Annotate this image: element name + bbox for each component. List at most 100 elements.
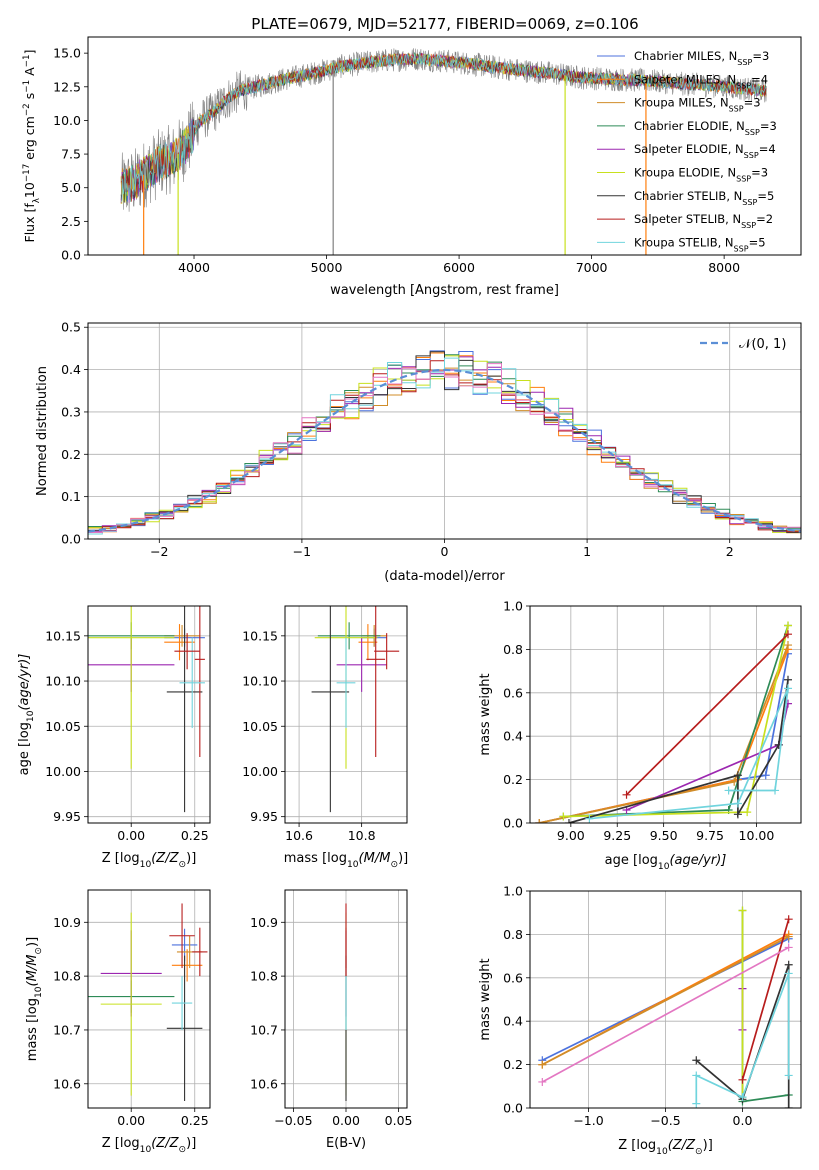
x-axis-label-part: ⊙: [390, 860, 398, 870]
weight-line: [741, 918, 790, 1081]
x-axis-label-part: (M/M: [359, 851, 391, 866]
legend-label-part: =2: [756, 212, 773, 226]
y-axis-label: mass weight: [478, 958, 493, 1040]
y-tick-label: 0.8: [503, 642, 523, 657]
x-tick-label: 0.00: [332, 1113, 360, 1128]
x-tick-label: 0: [441, 544, 449, 559]
x-tick-label: 9.75: [696, 828, 724, 843]
axes-frame: [87, 889, 211, 1109]
legend-label: Chabrier STELIB, NSSP=5: [634, 189, 774, 207]
x-axis-label-part: )]: [186, 851, 196, 866]
weight-marker: [784, 960, 793, 969]
y-axis-label-part: age [log: [17, 722, 32, 775]
axes-frame: [284, 889, 408, 1109]
weight-marker: [538, 1077, 547, 1086]
weight-marker: [733, 771, 742, 780]
plot-area: [538, 906, 793, 1108]
weight-marker: [784, 630, 793, 639]
weight-marker: [784, 1071, 793, 1080]
legend-label-part: SSP: [745, 127, 760, 136]
y-axis-label-part: ]: [22, 50, 37, 55]
mass-age-panel: 10.6 10.8 9.95 10.00 10.05 10.10 10.15 mass [lo…: [242, 605, 408, 870]
x-tick-label: 0.25: [181, 828, 209, 843]
weight-line: [625, 633, 789, 796]
weight-line: [568, 679, 789, 823]
legend-label: Chabrier ELODIE, NSSP=3: [634, 119, 777, 137]
y-axis-label-part: )]: [25, 937, 40, 947]
y-axis-label-part: (M/M: [25, 955, 40, 987]
x-axis-label: E(B-V): [326, 1136, 366, 1151]
y-axis-label-part: s: [22, 93, 37, 104]
y-tick-label: 0.1: [61, 489, 81, 504]
y-tick-label: 10.00: [45, 764, 81, 779]
y-axis-label-part: (age/yr)]: [17, 654, 32, 711]
legend-label-part: =5: [757, 189, 774, 203]
y-tick-label: 15.0: [53, 46, 81, 61]
axes-frame: [87, 605, 211, 824]
y-tick-label: 10.6: [250, 1076, 278, 1091]
y-tick-label: 2.5: [61, 214, 81, 229]
x-tick-label: 10.8: [348, 828, 376, 843]
x-axis-label: Z [log10(Z/Z⊙)]: [102, 851, 197, 870]
y-tick-label: 0.2: [61, 447, 81, 462]
legend-label-part: SSP: [729, 104, 744, 113]
x-tick-label: 9.50: [650, 828, 678, 843]
ebv-mass-panel: −0.05 0.00 0.05 10.6 10.7 10.8 10.9 E(B-V): [250, 889, 413, 1151]
y-axis-label-part: −1: [22, 54, 32, 67]
weight-marker: [692, 1056, 701, 1065]
x-axis-label: Z [log10(Z/Z⊙)]: [618, 1138, 713, 1157]
legend-label-part: =3: [751, 166, 768, 180]
legend-label-part: =4: [759, 142, 776, 156]
weight-marker: [784, 1104, 793, 1108]
legend-label-part: =3: [744, 96, 761, 110]
x-tick-label: −2: [150, 544, 168, 559]
y-axis-label-part: λ: [32, 198, 42, 203]
axes-frame: [529, 890, 802, 1109]
legend-label-part: SSP: [734, 244, 749, 253]
y-axis-label-part: Flux [f: [22, 203, 37, 243]
x-tick-label: −1.0: [573, 1113, 603, 1128]
legend-label: Chabrier MILES, NSSP=3: [634, 49, 769, 67]
legend-label-part: Salpeter ELODIE, N: [634, 142, 744, 156]
weight-marker: [784, 932, 793, 941]
y-tick-label: 9.95: [250, 809, 278, 824]
y-tick-label: 10.7: [53, 1022, 81, 1037]
x-tick-label: 0.05: [385, 1113, 413, 1128]
y-tick-label: 0.3: [61, 404, 81, 419]
x-axis-label-part: mass [log: [284, 851, 347, 866]
y-axis-label-part: −1: [22, 80, 32, 93]
y-tick-label: 0.0: [503, 816, 523, 831]
legend-label-part: Chabrier ELODIE, N: [634, 119, 745, 133]
y-axis-label-part: −17: [22, 164, 32, 182]
x-axis-label: wavelength [Angstrom, rest frame]: [330, 283, 559, 298]
weight-marker: [738, 906, 747, 915]
y-tick-label: 10.15: [45, 628, 81, 643]
x-axis-label-part: 10: [140, 860, 152, 870]
x-axis-label-part: ⊙: [179, 1145, 187, 1155]
y-axis-label-part: −2: [22, 103, 32, 116]
y-axis-label-part: 10: [34, 986, 44, 998]
y-tick-label: 10.9: [53, 915, 81, 930]
weight-marker: [692, 1099, 701, 1108]
legend-label-part: Kroupa ELODIE, N: [634, 166, 736, 180]
y-tick-label: 10.0: [53, 113, 81, 128]
legend-label-part: SSP: [736, 174, 751, 183]
y-tick-label: 10.00: [242, 764, 278, 779]
weight-marker: [784, 969, 793, 978]
y-tick-label: 10.15: [242, 628, 278, 643]
legend-label-part: SSP: [742, 197, 757, 206]
weight-age-panel: 9.00 9.25 9.50 9.75 10.00 0.0 0.2 0.4 0.6 0.8 1.0 a…: [478, 599, 802, 872]
y-tick-label: 5.0: [61, 180, 81, 195]
y-tick-label: 10.05: [45, 719, 81, 734]
weight-marker: [771, 786, 780, 795]
y-axis-label: age [log10(age/yr)]: [17, 654, 36, 776]
y-axis-label: Normed distribution: [35, 366, 50, 496]
x-tick-label: −0.5: [650, 1113, 680, 1128]
y-tick-label: 0.2: [503, 1057, 523, 1072]
residual-histogram-panel: −2 −1 0 1 2 0.0 0.1 0.2 0.3 0.4 0.5 𝒩(0, 1) (data-mo…: [35, 320, 802, 584]
weight-marker: [622, 790, 631, 799]
y-tick-label: 0.0: [61, 532, 81, 547]
x-axis-label-part: Z [log: [102, 851, 140, 866]
spectrum-panel: 4000 5000 6000 7000 8000 0.0 2.5 5.0 7.5 10.0 12.5…: [22, 36, 802, 298]
